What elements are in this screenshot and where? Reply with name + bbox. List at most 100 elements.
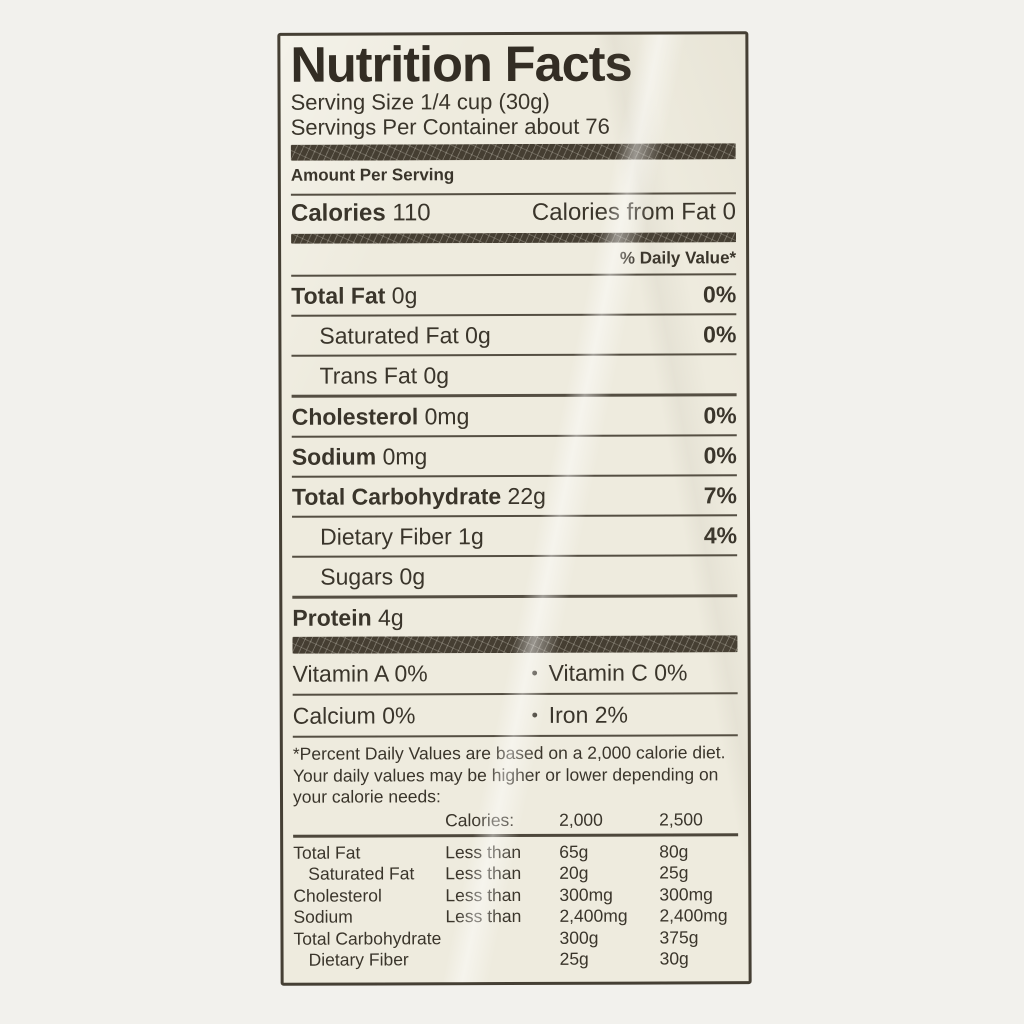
nutrient-name: Saturated Fat (319, 322, 459, 349)
nutrient-row: Protein 4g (292, 594, 738, 637)
nutrient-name-amount: Sodium 0mg (292, 443, 428, 469)
nutrient-name-amount: Saturated Fat 0g (291, 322, 490, 349)
nutrient-amount: 0g (391, 282, 418, 309)
nutrient-name-amount: Sugars 0g (292, 563, 425, 589)
calories-number: 110 (392, 199, 431, 227)
ft-qualifier (446, 949, 560, 971)
footnote-text: *Percent Daily Values are based on a 2,0… (292, 742, 726, 807)
amount-per-serving: Amount Per Serving (290, 165, 455, 185)
nutrient-row: Cholesterol 0mg 0% (291, 393, 737, 436)
ft-nutrient-name: Total Fat (293, 842, 361, 863)
ft-nutrient-name: Saturated Fat (308, 863, 415, 884)
nutrient-row: Total Fat 0g 0% (291, 273, 737, 315)
nutrient-rows: Total Fat 0g 0% Saturated Fat 0g 0% Tran… (291, 273, 738, 637)
vitamin-left: Calcium 0% (292, 702, 416, 729)
footnote-table-row: Sodium Less than 2,400mg 2,400mg (293, 905, 738, 928)
ft-value-2000: 300g (559, 927, 599, 948)
ft-qualifier: Less than (445, 841, 522, 862)
vitamin-right: Iron 2% (548, 701, 629, 728)
nutrient-amount: 22g (507, 482, 546, 510)
label-title: Nutrition Facts (290, 35, 632, 93)
servings-per-container: Servings Per Container about 76 (290, 113, 610, 140)
footnote-table-rows: Total Fat Less than 65g 80g Saturated Fa… (293, 836, 738, 972)
nutrient-daily-value: 0% (702, 281, 737, 308)
thick-divider-protein (292, 635, 738, 654)
vitamin-right: Vitamin C 0% (548, 659, 688, 686)
ft-value-2000: 20g (559, 862, 589, 883)
footnote-col-2500: 2,500 (659, 808, 703, 829)
ft-nutrient-name: Total Carbohydrate (293, 927, 442, 949)
nutrient-row: Saturated Fat 0g 0% (291, 313, 737, 355)
ft-nutrient-name: Dietary Fiber (308, 949, 409, 970)
ft-nutrient-name: Cholesterol (293, 884, 382, 906)
ft-qualifier: Less than (445, 862, 522, 884)
nutrient-daily-value: 0% (703, 402, 737, 429)
nutrient-daily-value: 4% (703, 522, 738, 549)
calories-label: Calories (290, 199, 386, 227)
nutrient-name-amount: Trans Fat 0g (291, 362, 449, 389)
footnote-table-row: Total Fat Less than 65g 80g (293, 841, 738, 864)
nutrient-row: Dietary Fiber 1g 4% (292, 514, 738, 556)
footnote-table-row: Total Carbohydrate 300g 375g (293, 927, 738, 950)
vitamin-row: Calcium 0% • Iron 2% (293, 694, 738, 736)
ft-value-2500: 25g (659, 862, 689, 883)
vitamin-row: Vitamin A 0% • Vitamin C 0% (293, 652, 738, 694)
nutrient-amount: 0g (423, 362, 450, 389)
nutrient-name-amount: Dietary Fiber 1g (292, 523, 484, 550)
ft-value-2500: 80g (659, 840, 689, 861)
ft-value-2000: 2,400mg (559, 905, 628, 926)
footnote-table-row: Saturated Fat Less than 20g 25g (293, 862, 738, 885)
ft-value-2500: 300mg (659, 883, 713, 904)
ft-qualifier: Less than (445, 884, 522, 905)
footnote-table-row: Cholesterol Less than 300mg 300mg (293, 884, 738, 907)
nutrient-name-amount: Protein 4g (292, 604, 403, 630)
nutrient-amount: 0g (399, 563, 426, 590)
vitamin-left: Vitamin A 0% (292, 660, 428, 687)
nutrient-name-amount: Total Fat 0g (291, 282, 417, 308)
footnote-col-2000: 2,000 (559, 809, 603, 830)
daily-value-header: % Daily Value* (619, 248, 737, 268)
ft-value-2000: 25g (559, 948, 589, 969)
nutrient-amount: 0g (465, 322, 491, 349)
nutrient-name-amount: Total Carbohydrate 22g (292, 483, 546, 510)
nutrient-name: Protein (292, 604, 372, 631)
ft-value-2500: 30g (659, 948, 689, 969)
ft-value-2500: 2,400mg (659, 905, 728, 926)
nutrient-name: Sugars (320, 563, 394, 590)
nutrient-amount: 0mg (382, 443, 428, 470)
nutrient-name: Dietary Fiber (320, 523, 452, 550)
nutrient-amount: 1g (458, 523, 484, 550)
calories-value: Calories 110 (290, 199, 431, 227)
vitamin-rows: Vitamin A 0% • Vitamin C 0% Calcium 0% •… (293, 652, 738, 738)
nutrient-amount: 4g (377, 604, 404, 631)
nutrient-name-amount: Cholesterol 0mg (292, 403, 470, 430)
nutrient-name: Cholesterol (291, 403, 419, 430)
ft-qualifier: Less than (445, 905, 522, 927)
spacer-cell (293, 810, 445, 832)
nutrient-row: Total Carbohydrate 22g 7% (291, 474, 738, 516)
ft-value-2000: 65g (559, 841, 589, 862)
nutrient-amount: 0mg (424, 403, 470, 430)
ft-value-2000: 300mg (559, 884, 613, 905)
nutrition-facts-label: Nutrition Facts Serving Size 1/4 cup (30… (277, 31, 752, 986)
ft-value-2500: 375g (659, 926, 699, 947)
footnote-calories-header: Calories: 2,000 2,500 (293, 807, 738, 835)
nutrient-daily-value: 0% (703, 442, 737, 469)
nutrient-daily-value: 0% (703, 321, 737, 348)
calories-from-fat: Calories from Fat 0 (531, 198, 737, 226)
ft-qualifier (445, 927, 559, 949)
nutrient-daily-value: 7% (703, 482, 738, 509)
nutrient-row: Sodium 0mg 0% (291, 434, 737, 476)
footnote-table-row: Dietary Fiber 25g 30g (294, 948, 739, 971)
thick-divider-top (290, 143, 736, 161)
ft-nutrient-name: Sodium (293, 906, 353, 927)
serving-size: Serving Size 1/4 cup (30g) (290, 88, 550, 115)
nutrient-name: Total Fat (291, 282, 386, 309)
nutrient-name: Total Carbohydrate (291, 483, 502, 510)
bullet-separator: • (531, 662, 538, 683)
bullet-separator: • (531, 704, 538, 725)
calories-row: Calories 110 Calories from Fat 0 (291, 194, 736, 234)
nutrient-name: Trans Fat (319, 362, 418, 389)
footnote-calories-label: Calories: (445, 809, 515, 830)
nutrient-row: Sugars 0g (292, 554, 738, 596)
